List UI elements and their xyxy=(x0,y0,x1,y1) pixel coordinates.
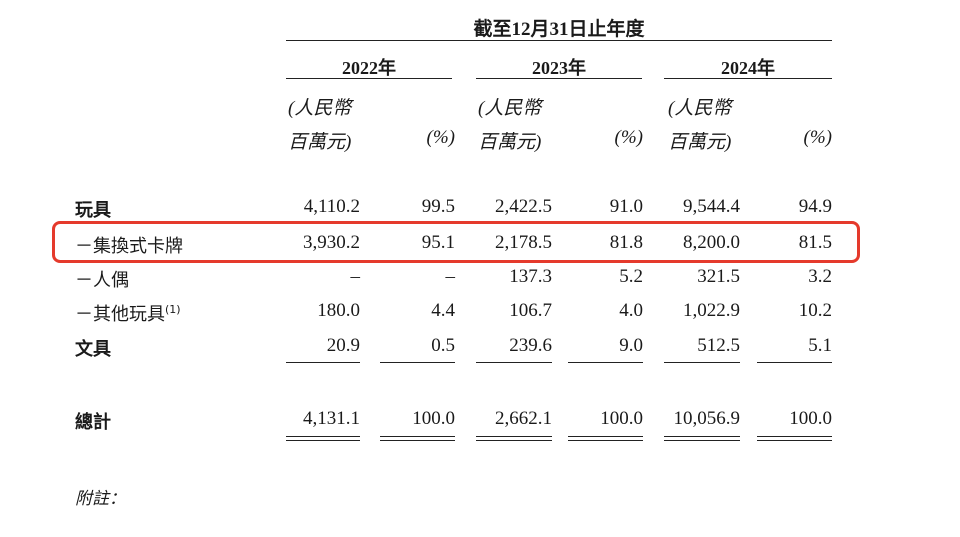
cell: 3,930.2 xyxy=(303,232,360,253)
cell: 0.5 xyxy=(431,335,455,356)
unit-2022-l2: 百萬元) xyxy=(288,132,352,153)
year-2022: 2022年 xyxy=(342,58,396,78)
cell: 94.9 xyxy=(798,196,832,217)
cell: 512.5 xyxy=(697,335,740,356)
year-2024: 2024年 xyxy=(721,58,775,78)
cell: 1,022.9 xyxy=(683,300,740,321)
cell: 2,422.5 xyxy=(495,196,552,217)
total-cell: 10,056.9 xyxy=(673,408,741,429)
total-cell: 2,662.1 xyxy=(495,408,552,429)
cell: 9.0 xyxy=(619,335,643,356)
subtotal-rule xyxy=(568,362,643,363)
total-cell: 100.0 xyxy=(600,408,643,429)
cell: 137.3 xyxy=(509,266,552,287)
subtotal-rule xyxy=(380,362,455,363)
cell: 4,110.2 xyxy=(303,196,360,217)
pct-2023: (%) xyxy=(614,127,643,148)
year-2023: 2023年 xyxy=(532,58,586,78)
total-cell: 100.0 xyxy=(412,408,455,429)
cell: 2,178.5 xyxy=(495,232,552,253)
cell: 91.0 xyxy=(609,196,643,217)
total-cell: 100.0 xyxy=(789,408,832,429)
total-double-rule xyxy=(286,436,360,441)
cell: 106.7 xyxy=(509,300,552,321)
cell: 9,544.4 xyxy=(683,196,740,217)
total-double-rule xyxy=(757,436,832,441)
total-double-rule xyxy=(664,436,740,441)
row-label: －集換式卡牌 xyxy=(75,236,183,257)
row-label: 文具 xyxy=(75,339,111,360)
cell: 321.5 xyxy=(697,266,740,287)
row-label-text: －其他玩具 xyxy=(75,304,165,325)
total-double-rule xyxy=(568,436,643,441)
row-label: －人偶 xyxy=(75,270,129,291)
cell: 81.8 xyxy=(609,232,643,253)
cell: 95.1 xyxy=(421,232,455,253)
subtotal-rule xyxy=(286,362,360,363)
total-double-rule xyxy=(476,436,552,441)
unit-2024-l2: 百萬元) xyxy=(668,132,732,153)
total-cell: 4,131.1 xyxy=(303,408,360,429)
row-label: －其他玩具(1) xyxy=(75,300,181,326)
unit-2023-l2: 百萬元) xyxy=(478,132,542,153)
pct-2022: (%) xyxy=(426,127,455,148)
period-title: 截至12月31日止年度 xyxy=(473,19,645,40)
unit-2022-l1: (人民幣 xyxy=(288,98,352,119)
pct-2024: (%) xyxy=(803,127,832,148)
cell: 5.2 xyxy=(619,266,643,287)
header-rule xyxy=(286,40,832,41)
subtotal-rule xyxy=(476,362,552,363)
cell: 10.2 xyxy=(798,300,832,321)
highlight-box xyxy=(52,221,860,263)
cell: 81.5 xyxy=(798,232,832,253)
total-label: 總計 xyxy=(75,412,111,433)
year-rule-2022 xyxy=(286,78,452,79)
row-label: 玩具 xyxy=(75,200,111,221)
cell: 8,200.0 xyxy=(683,232,740,253)
subtotal-rule xyxy=(664,362,740,363)
cell: 5.1 xyxy=(808,335,832,356)
cell: – xyxy=(350,266,361,287)
year-rule-2024 xyxy=(664,78,832,79)
cell: – xyxy=(445,266,456,287)
cell: 99.5 xyxy=(421,196,455,217)
cell: 4.4 xyxy=(431,300,455,321)
total-double-rule xyxy=(380,436,455,441)
subtotal-rule xyxy=(757,362,832,363)
year-rule-2023 xyxy=(476,78,642,79)
cell: 4.0 xyxy=(619,300,643,321)
cell: 20.9 xyxy=(326,335,360,356)
unit-2024-l1: (人民幣 xyxy=(668,98,732,119)
unit-2023-l1: (人民幣 xyxy=(478,98,542,119)
cell: 3.2 xyxy=(808,266,832,287)
cell: 180.0 xyxy=(317,300,360,321)
footnote-marker: (1) xyxy=(165,303,181,316)
footnote-heading: 附註： xyxy=(75,489,126,508)
cell: 239.6 xyxy=(509,335,552,356)
